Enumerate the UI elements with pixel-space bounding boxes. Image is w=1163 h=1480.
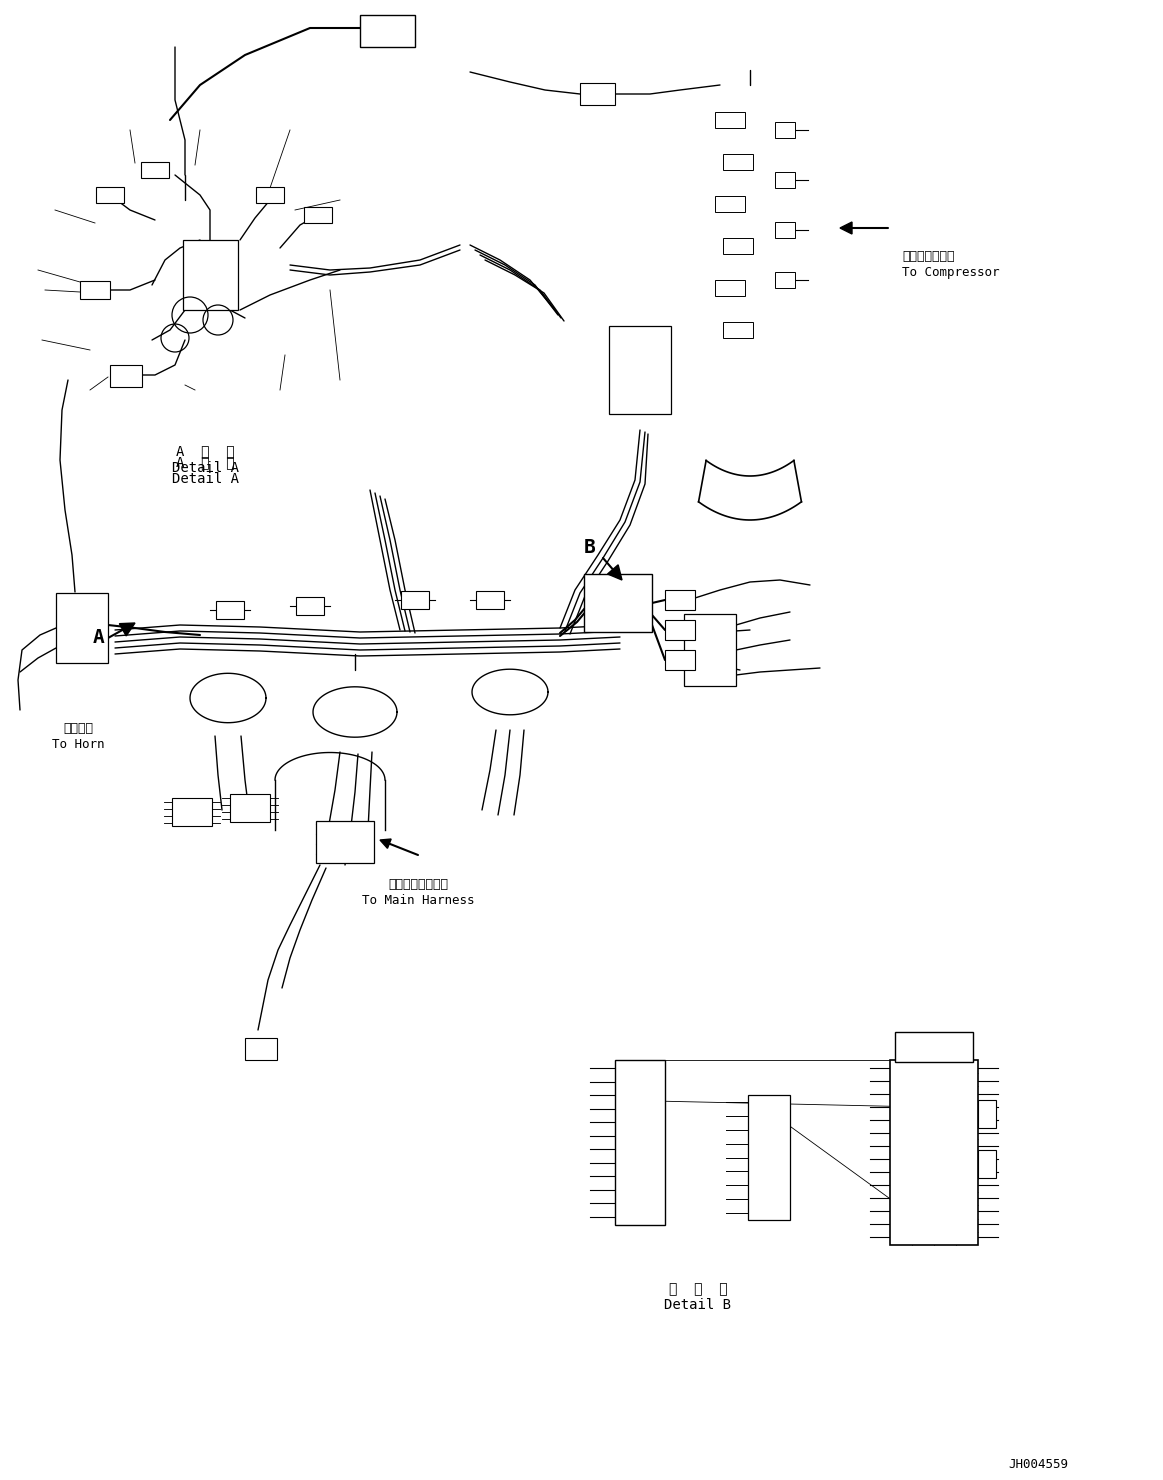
Text: B: B [584,539,595,556]
Polygon shape [840,222,852,234]
Bar [183,240,237,309]
Text: A  詳  細: A 詳 細 [176,444,234,457]
Bar [297,596,324,616]
Bar [978,1150,996,1178]
Text: A: A [93,628,105,647]
Polygon shape [607,565,622,580]
Bar [775,172,795,188]
Polygon shape [120,623,135,636]
Bar [723,238,752,255]
Bar [896,1032,973,1063]
Bar [715,112,745,127]
Text: ホーンへ: ホーンへ [63,722,93,736]
Bar [316,821,374,863]
Text: Detail B: Detail B [664,1298,732,1311]
Bar [256,186,284,203]
Bar [615,1060,665,1225]
Bar [361,15,415,47]
Bar [476,591,504,608]
Text: To Main Harness: To Main Harness [362,894,475,907]
Bar [56,593,108,663]
Bar [723,323,752,337]
Text: Detail A: Detail A [171,460,238,475]
Bar [665,650,695,670]
Bar [110,366,142,386]
Bar [890,1060,978,1245]
Text: Detail A: Detail A [171,472,238,485]
Text: To Compressor: To Compressor [902,266,999,280]
Text: JH004559: JH004559 [1008,1458,1068,1471]
Bar [665,620,695,639]
Bar [97,186,124,203]
Bar [230,793,270,821]
Bar [665,591,695,610]
Polygon shape [380,839,391,848]
Bar [245,1037,277,1060]
Bar [775,121,795,138]
Bar [715,280,745,296]
Bar [715,195,745,212]
Bar [775,222,795,238]
Text: コンプレッサへ: コンプレッサへ [902,250,955,263]
Bar [172,798,212,826]
Text: 日  詳  細: 日 詳 細 [669,1282,727,1296]
Bar [584,574,652,632]
Bar [580,83,615,105]
Bar [684,614,736,687]
Bar [80,281,110,299]
Bar [775,272,795,289]
Bar [304,207,331,223]
Bar [216,601,244,619]
Text: To Horn: To Horn [51,739,105,750]
Bar [723,154,752,170]
Text: A  詳  細: A 詳 細 [176,454,234,469]
Bar [978,1100,996,1128]
Bar [609,326,671,414]
Bar [401,591,429,608]
Bar [748,1095,790,1220]
Text: メインハーネスへ: メインハーネスへ [388,878,448,891]
Bar [141,161,169,178]
